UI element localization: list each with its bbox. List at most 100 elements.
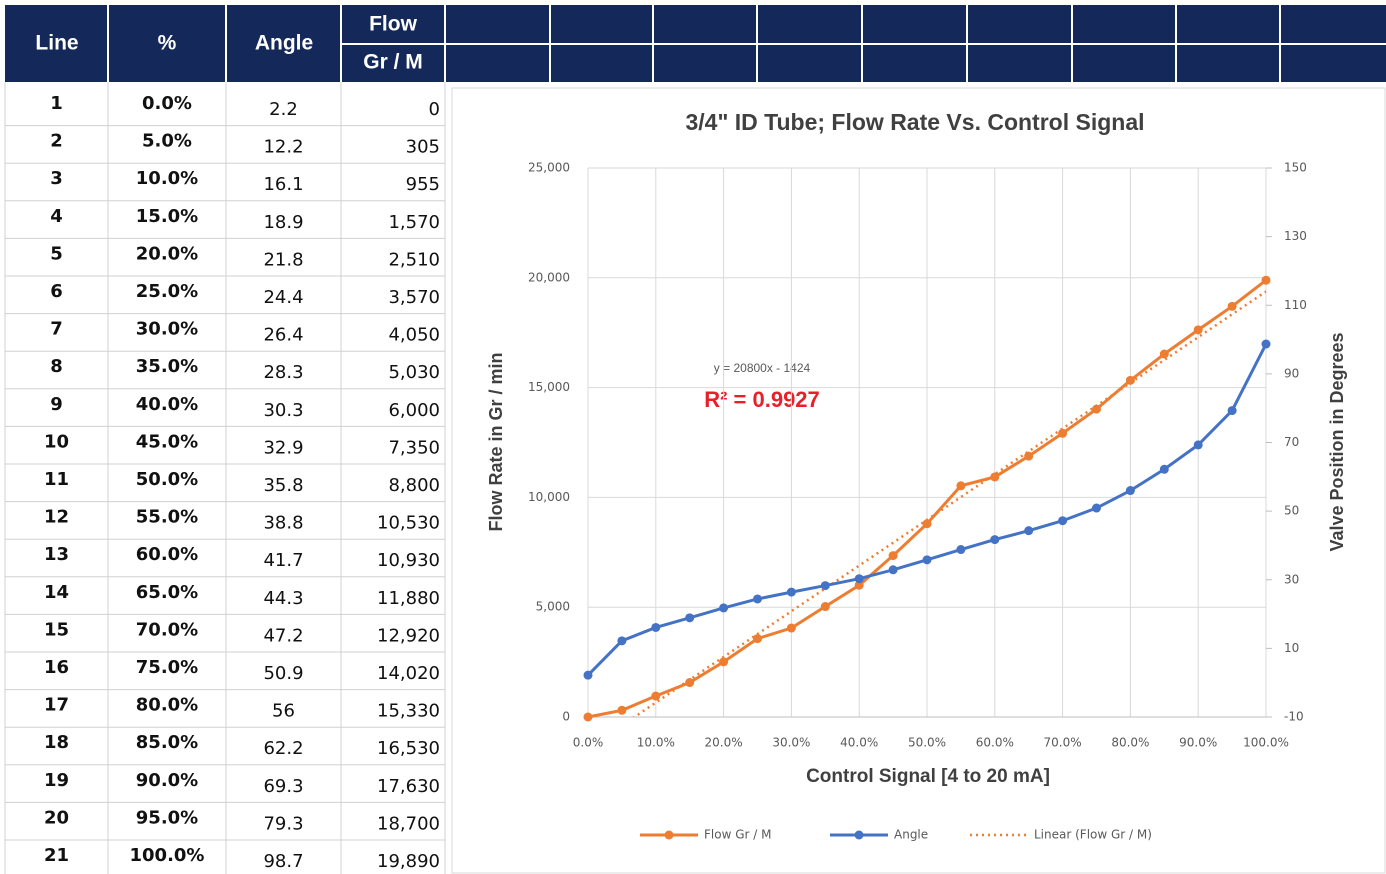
cell: 16 [44, 657, 69, 678]
cell: 10 [44, 431, 69, 452]
y-tick-label: 20,000 [528, 270, 570, 284]
x-tick-label: 80.0% [1111, 736, 1149, 750]
cell: 13 [44, 544, 69, 565]
point [1058, 428, 1068, 438]
point [854, 574, 864, 584]
cell: 1 [50, 93, 63, 114]
x-tick-label: 10.0% [637, 736, 675, 750]
point [1261, 275, 1271, 285]
y-tick-label: 10,000 [528, 490, 570, 504]
cell: 100.0% [130, 845, 205, 866]
cell: 17,630 [377, 776, 440, 797]
cell: 14,020 [377, 663, 440, 684]
point [922, 519, 932, 529]
cell: 7,350 [388, 437, 440, 458]
point [1261, 339, 1271, 349]
point [1125, 486, 1135, 496]
x-tick-label: 30.0% [772, 736, 810, 750]
x-tick-label: 70.0% [1044, 736, 1082, 750]
cell: 5.0% [142, 131, 192, 152]
point [1159, 349, 1169, 359]
cell: 47.2 [263, 625, 303, 646]
y-tick-label: 0 [562, 710, 570, 724]
cell: 16.1 [263, 174, 303, 195]
x-tick-label: 0.0% [573, 736, 604, 750]
y-axis-label: Flow Rate in Gr / min [486, 352, 506, 531]
cell: 50.0% [136, 469, 198, 490]
cell: 90.0% [136, 770, 198, 791]
point [685, 613, 695, 623]
point [1193, 440, 1203, 450]
cell: 17 [44, 695, 69, 716]
point [1227, 406, 1237, 416]
cell: 44.3 [263, 588, 303, 609]
cell: 35.0% [136, 356, 198, 377]
point [753, 634, 762, 644]
cell: 80.0% [136, 695, 198, 716]
point [854, 580, 864, 590]
cell: 21 [44, 845, 69, 866]
point [1159, 464, 1169, 474]
y2-axis-label: Valve Position in Degrees [1327, 332, 1347, 551]
legend-label: Flow Gr / M [704, 828, 771, 842]
cell: 1,570 [388, 212, 440, 233]
cell: 11,880 [377, 588, 440, 609]
cell: 30.3 [263, 400, 303, 421]
header-cell: Angle [255, 32, 313, 55]
cell: 2.2 [269, 99, 298, 120]
point [753, 594, 762, 604]
cell: 305 [406, 137, 440, 158]
header-borders [107, 5, 1386, 82]
cell: 20 [44, 807, 69, 828]
x-tick-label: 50.0% [908, 736, 946, 750]
point [888, 565, 898, 575]
y-tick-label: 25,000 [528, 161, 570, 175]
cell: 10,930 [377, 550, 440, 571]
x-tick-label: 40.0% [840, 736, 878, 750]
cell: 25.0% [136, 281, 198, 302]
cell: 35.8 [263, 475, 303, 496]
cell: 55.0% [136, 507, 198, 528]
point [786, 623, 796, 633]
y-tick-label: 15,000 [528, 380, 570, 394]
cell: 65.0% [136, 582, 198, 603]
point [1024, 451, 1034, 461]
x-axis-label: Control Signal [4 to 20 mA] [806, 766, 1050, 787]
cell: 56 [272, 701, 295, 722]
chart-title: 3/4" ID Tube; Flow Rate Vs. Control Sign… [685, 109, 1144, 135]
cell: 24.4 [263, 287, 303, 308]
cell: 7 [50, 319, 63, 340]
point [583, 712, 593, 722]
cell: 10,530 [377, 513, 440, 534]
cell: 9 [50, 394, 63, 415]
legend-marker [854, 830, 864, 840]
chart-area [451, 87, 1386, 874]
x-tick-label: 20.0% [705, 736, 743, 750]
y2-tick-label: 110 [1284, 298, 1307, 312]
point [820, 602, 830, 612]
cell: 41.7 [263, 550, 303, 571]
point [922, 555, 932, 565]
cell: 95.0% [136, 807, 198, 828]
point [617, 705, 627, 715]
cell: 20.0% [136, 243, 198, 264]
cell: 10.0% [136, 168, 198, 189]
point [1125, 375, 1135, 385]
cell: 60.0% [136, 544, 198, 565]
cell: 14 [44, 582, 69, 603]
cell: 70.0% [136, 619, 198, 640]
cell: 955 [406, 174, 440, 195]
cell: 0 [429, 99, 440, 120]
y2-tick-label: 70 [1284, 435, 1299, 449]
point [786, 587, 796, 597]
header-cell: Gr / M [363, 51, 423, 74]
cell: 75.0% [136, 657, 198, 678]
cell: 4,050 [388, 325, 440, 346]
cell: 18,700 [377, 813, 440, 834]
cell: 0.0% [142, 93, 192, 114]
cell: 6 [50, 281, 63, 302]
cell: 8,800 [388, 475, 440, 496]
header-cell: Line [35, 32, 78, 55]
cell: 18.9 [263, 212, 303, 233]
